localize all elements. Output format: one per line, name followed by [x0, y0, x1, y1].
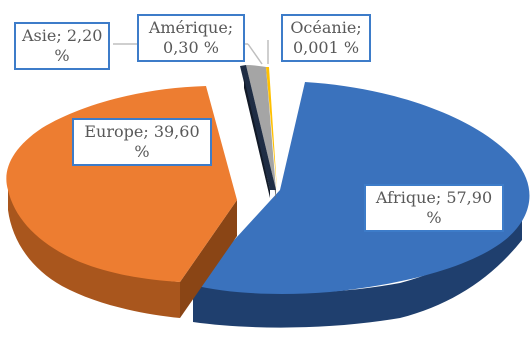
data-label-europe-line2: % [134, 142, 150, 161]
data-label-asie-line1: Asie; 2,20 [22, 26, 103, 45]
data-label-afrique-line1: Afrique; 57,90 [375, 188, 493, 207]
data-label-europe-line1: Europe; 39,60 [84, 122, 200, 141]
leader-line-amerique [247, 43, 263, 65]
data-label-oceanie-line1: Océanie; [290, 18, 362, 37]
data-label-asie: Asie; 2,20 % [14, 22, 110, 70]
slice-afrique-side-front [193, 205, 522, 328]
data-label-amerique-line1: Amérique; [148, 18, 234, 37]
data-label-oceanie: Océanie; 0,001 % [281, 14, 371, 62]
slice-afrique [193, 82, 530, 294]
data-label-asie-line2: % [54, 46, 70, 65]
data-label-europe: Europe; 39,60 % [72, 118, 212, 166]
slice-amerique [240, 65, 276, 190]
data-label-afrique-line2: % [426, 208, 442, 227]
slice-europe-side-right [180, 200, 237, 318]
slice-europe-side [8, 175, 180, 318]
data-label-amerique-line2: 0,30 % [163, 38, 219, 57]
data-label-amerique: Amérique; 0,30 % [137, 14, 245, 62]
slice-oceanie [266, 67, 277, 190]
data-label-oceanie-line2: 0,001 % [292, 38, 360, 57]
data-label-afrique: Afrique; 57,90 % [364, 184, 504, 232]
slice-amerique-side [244, 78, 270, 198]
